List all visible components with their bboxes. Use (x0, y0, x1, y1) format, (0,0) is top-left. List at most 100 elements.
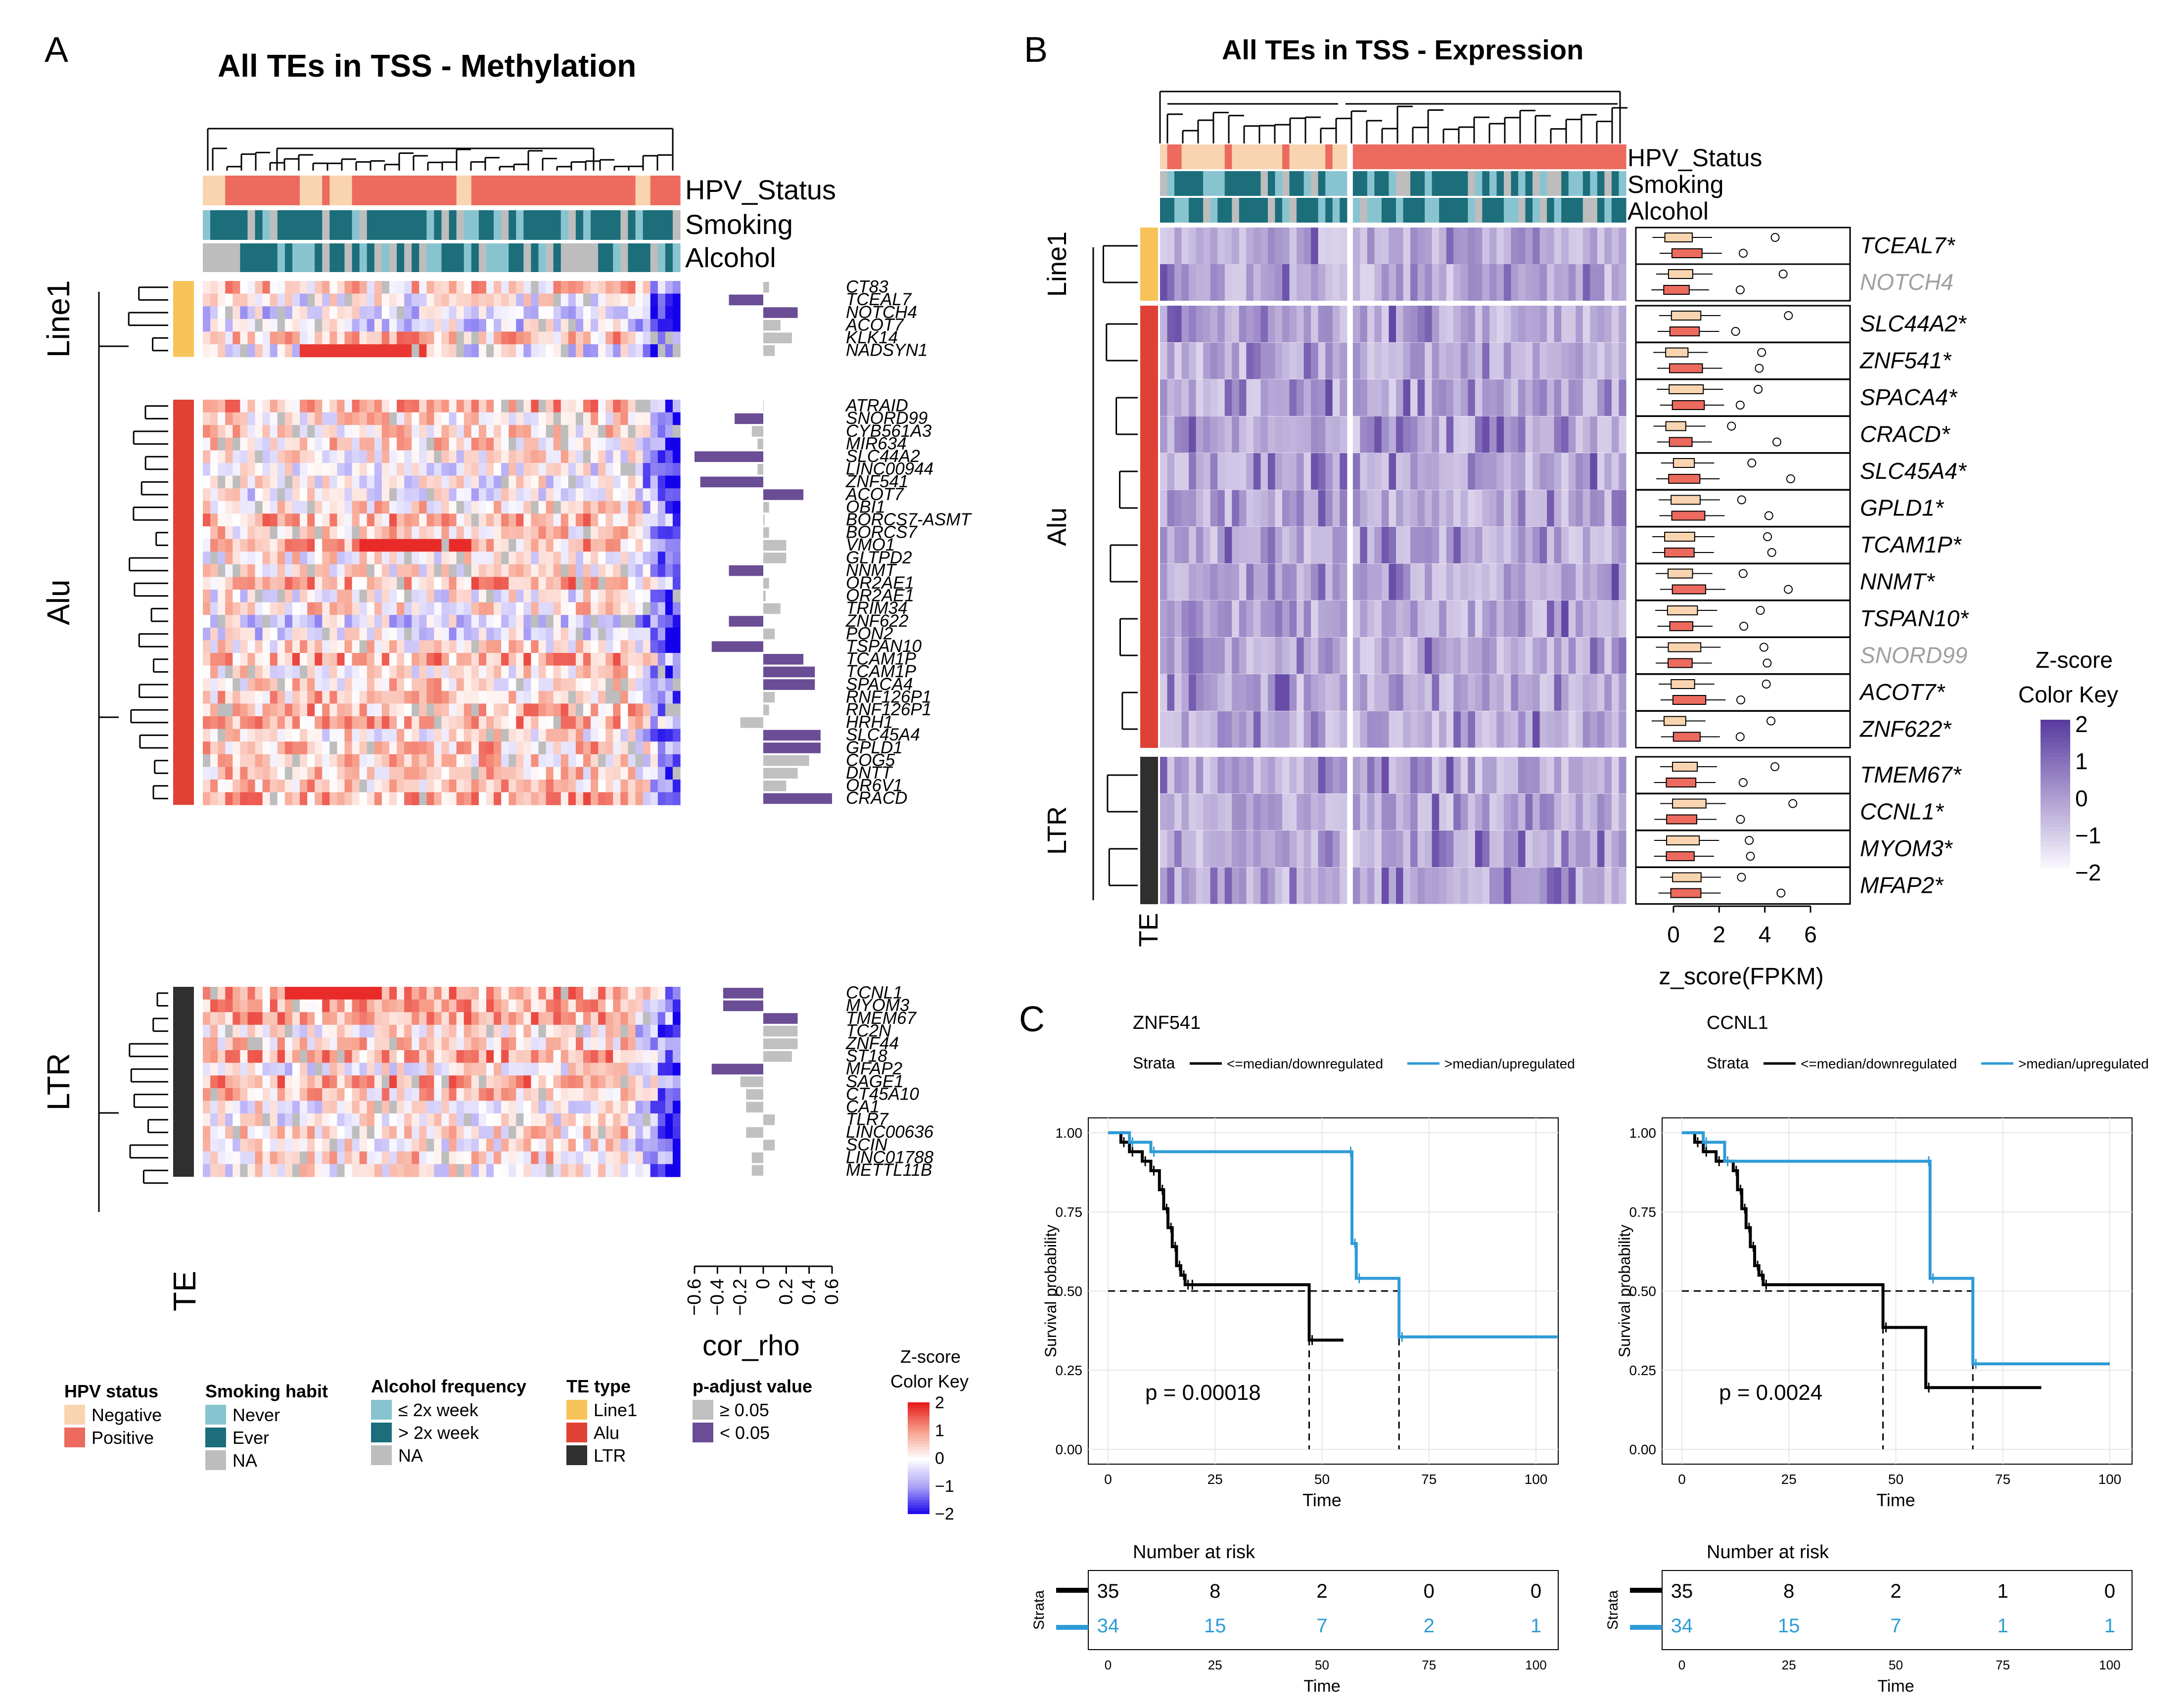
heatmap-cell (322, 1050, 330, 1063)
heatmap-cell (471, 400, 479, 413)
heatmap-cell (546, 1050, 554, 1063)
heatmap-cell (359, 665, 368, 679)
heatmap-cell (494, 1139, 502, 1152)
heatmap-cell (672, 590, 681, 603)
heatmap-cell (232, 1050, 240, 1063)
b-heatmap-cell (1267, 793, 1276, 831)
annotation-cell (575, 243, 584, 272)
heatmap-cell (374, 293, 382, 307)
heatmap-cell (441, 653, 450, 666)
heatmap-cell (575, 412, 584, 425)
b-heatmap-cell (1561, 379, 1569, 416)
b-heatmap-cell (1489, 228, 1497, 264)
zkey-gradient (908, 1485, 929, 1489)
heatmap-cell (560, 564, 569, 577)
heatmap-cell (397, 1113, 405, 1127)
b-heatmap-cell (1367, 490, 1375, 527)
heatmap-cell (598, 1139, 606, 1152)
heatmap-cell (494, 526, 502, 540)
heatmap-cell (583, 293, 591, 307)
b-heatmap-cell (1389, 674, 1396, 711)
b-heatmap-cell (1325, 527, 1333, 563)
b-annotation-cell (1303, 198, 1311, 223)
heatmap-cell (598, 1075, 606, 1089)
b-heatmap-cell (1561, 563, 1569, 600)
heatmap-cell (553, 987, 561, 1000)
b-heatmap-cell (1489, 306, 1497, 342)
heatmap-cell (456, 792, 464, 805)
heatmap-cell (657, 590, 666, 603)
heatmap-cell (270, 1101, 278, 1114)
heatmap-cell (381, 627, 390, 641)
heatmap-cell (359, 552, 368, 565)
b-annotation-cell (1396, 144, 1404, 169)
heatmap-cell (598, 1101, 606, 1114)
heatmap-cell (665, 1139, 673, 1152)
heatmap-cell (247, 1126, 256, 1139)
heatmap-cell (419, 513, 427, 527)
b-heatmap-cell (1417, 264, 1425, 301)
heatmap-cell (337, 1113, 345, 1127)
heatmap-cell (538, 437, 547, 451)
heatmap-cell (300, 703, 308, 717)
b-heatmap-cell (1374, 453, 1382, 490)
heatmap-cell (560, 640, 569, 653)
heatmap-cell (613, 1164, 621, 1177)
b-heatmap-cell (1325, 342, 1333, 379)
heatmap-cell (546, 703, 554, 717)
heatmap-cell (359, 331, 368, 345)
heatmap-cell (426, 703, 435, 717)
heatmap-cell (509, 754, 516, 767)
heatmap-cell (359, 640, 368, 653)
heatmap-cell (329, 425, 338, 438)
heatmap-cell (240, 590, 248, 603)
heatmap-cell (591, 987, 599, 1000)
heatmap-cell (605, 344, 613, 358)
heatmap-cell (292, 653, 300, 666)
b-heatmap-cell (1482, 637, 1490, 674)
heatmap-cell (232, 1139, 240, 1152)
heatmap-cell (218, 425, 226, 438)
heatmap-cell (531, 1101, 539, 1114)
heatmap-cell (247, 1139, 256, 1152)
heatmap-cell (337, 1101, 345, 1114)
b-heatmap-cell (1246, 711, 1254, 748)
heatmap-cell (232, 306, 240, 320)
heatmap-cell (560, 767, 569, 780)
b-annotation-cell (1311, 198, 1319, 223)
b-heatmap-cell (1611, 416, 1620, 453)
heatmap-cell (434, 1062, 442, 1076)
b-annotation-cell (1160, 198, 1168, 223)
b-heatmap-cell (1239, 563, 1247, 600)
heatmap-cell (247, 792, 256, 805)
heatmap-cell (367, 754, 375, 767)
b-heatmap-cell (1417, 527, 1425, 563)
heatmap-cell (232, 412, 240, 425)
b-heatmap-cell (1403, 416, 1411, 453)
heatmap-cell (337, 501, 345, 514)
b-heatmap-cell (1396, 637, 1404, 674)
heatmap-cell (635, 615, 644, 628)
heatmap-cell (575, 331, 584, 345)
heatmap-cell (352, 539, 360, 552)
annotation-cell (210, 176, 218, 205)
alcohol-legend-item: > 2x week (398, 1423, 479, 1443)
heatmap-cell (456, 1164, 464, 1177)
cor-rho-tick-label: −0.4 (707, 1279, 728, 1316)
heatmap-cell (486, 552, 494, 565)
heatmap-cell (441, 331, 450, 345)
heatmap-cell (471, 450, 479, 463)
heatmap-cell (628, 437, 636, 451)
heatmap-cell (329, 716, 338, 730)
padj-legend-title: p-adjust value (693, 1376, 812, 1396)
heatmap-cell (553, 729, 561, 742)
heatmap-cell (501, 987, 509, 1000)
heatmap-cell (374, 281, 382, 294)
heatmap-cell (426, 475, 435, 489)
b-heatmap-cell (1503, 453, 1512, 490)
annotation-cell (471, 243, 479, 272)
heatmap-cell (583, 678, 591, 692)
heatmap-cell (575, 425, 584, 438)
heatmap-cell (486, 1113, 494, 1127)
